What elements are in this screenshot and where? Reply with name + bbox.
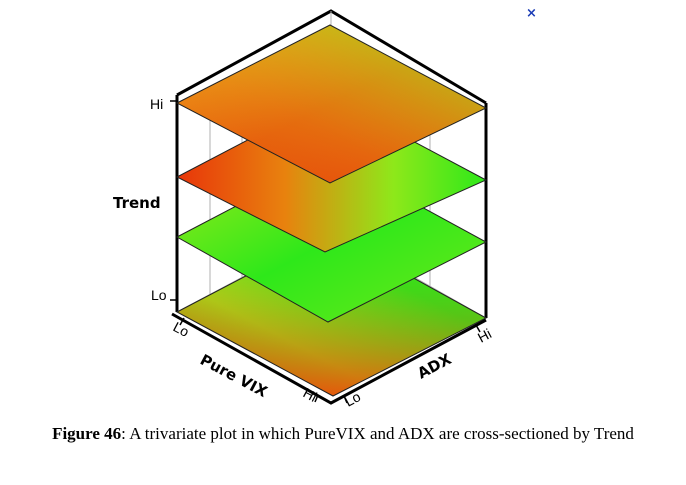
z-axis-low-label: Lo xyxy=(151,287,167,303)
figure-caption: Figure 46: A trivariate plot in which Pu… xyxy=(0,423,686,444)
z-axis-high-label: Hi xyxy=(150,96,163,112)
plot-box-front xyxy=(171,312,487,405)
close-icon[interactable]: × xyxy=(526,6,537,21)
plot-ticks xyxy=(170,100,481,404)
x-axis-title: Pure VIX xyxy=(197,351,270,401)
trivariate-plot: Hi Trend Lo Lo Pure VIX Hi Lo ADX Hi xyxy=(113,9,494,410)
z-axis-title: Trend xyxy=(113,194,161,212)
trend-layer-hi xyxy=(175,24,488,184)
figure-number: Figure 46 xyxy=(52,424,122,443)
y-axis-low-label: Lo xyxy=(342,388,363,410)
x-axis-low-label: Lo xyxy=(171,319,192,341)
caption-text: : A trivariate plot in which PureVIX and… xyxy=(121,424,634,443)
